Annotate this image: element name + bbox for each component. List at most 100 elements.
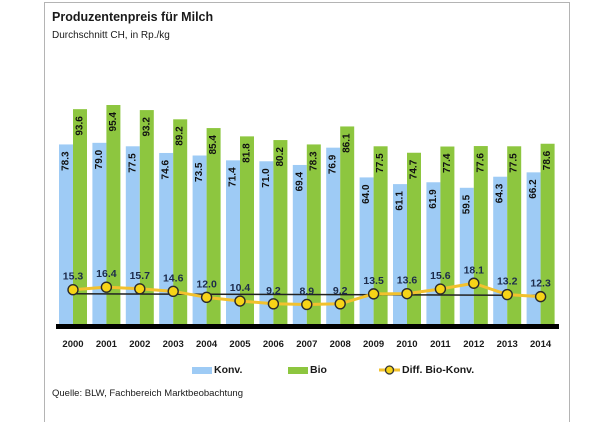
bar-label-bio: 93.2 [141,117,152,137]
bar-label-bio: 77.6 [475,153,486,173]
diff-marker [100,281,113,293]
x-tick-label: 2004 [196,339,218,350]
bar-label-konv: 78.3 [61,151,72,171]
bar-label-konv: 79.0 [94,149,105,169]
legend-item-bio: Bio [288,363,327,377]
x-tick-label: 2014 [530,339,552,350]
diff-trendline [72,293,541,297]
diff-marker [267,298,280,310]
bar-label-konv: 64.0 [361,184,372,204]
diff-label: 12.0 [196,278,217,290]
diff-label: 13.5 [363,275,384,287]
bar-bio [373,146,388,327]
bar-label-konv: 61.9 [428,189,439,209]
x-tick-label: 2003 [163,339,184,350]
diff-label: 12.3 [530,278,551,290]
bar-label-bio: 78.6 [542,150,553,170]
bar-konv [292,164,307,327]
bar-bio [106,105,121,327]
diff-label: 14.6 [163,272,184,284]
bar-bio [507,146,522,327]
bar-bio [340,126,355,327]
bar-label-konv: 64.3 [495,183,506,203]
bar-bio [440,146,455,327]
x-tick-label: 2001 [96,339,118,350]
bar-label-konv: 74.6 [161,160,172,180]
x-tick-label: 2006 [263,339,284,350]
diff-label: 13.6 [397,275,418,287]
bar-label-bio: 86.1 [342,133,353,153]
x-axis-baseline [56,324,559,329]
diff-marker [534,290,547,303]
bar-label-konv: 69.4 [294,172,305,192]
x-tick-label: 2011 [430,339,451,350]
bar-label-bio: 81.8 [242,143,253,163]
bar-bio [407,152,421,327]
bar-label-konv: 61.1 [395,191,406,211]
diff-marker [468,277,480,289]
bar-label-bio: 93.6 [75,116,86,136]
diff-marker [167,285,179,298]
x-tick-label: 2009 [363,339,384,350]
bar-konv [459,187,474,327]
bar-konv [125,146,140,327]
bar-label-bio: 74.7 [409,159,420,179]
bar-bio [240,136,254,327]
bar-bio [139,110,154,327]
diff-marker [434,283,447,295]
x-tick-label: 2008 [330,339,351,350]
x-tick-label: 2013 [497,339,518,350]
bar-bio [173,119,188,327]
legend-swatch-konv [192,366,212,374]
chart-title: Produzentenpreis für Milch [52,10,214,24]
diff-label: 15.6 [430,270,451,282]
diff-label: 15.3 [63,271,84,283]
diff-marker [334,298,346,310]
diff-label: 18.1 [464,264,485,276]
x-tick-label: 2012 [463,339,484,350]
bar-label-bio: 89.2 [175,126,186,146]
x-tick-label: 2000 [62,339,83,350]
bar-label-konv: 76.9 [328,154,339,174]
bar-bio [273,140,288,327]
bar-label-bio: 77.5 [509,153,520,173]
diff-label: 9.2 [333,285,348,297]
bar-konv [259,161,274,327]
bar-bio [306,144,321,327]
diff-label: 16.4 [96,268,117,280]
bar-label-konv: 66.2 [528,179,539,199]
x-tick-label: 2005 [229,339,251,350]
bar-label-bio: 77.5 [375,153,386,173]
legend-item-konv: Konv. [192,363,242,377]
diff-marker [401,287,413,300]
bar-label-konv: 71.0 [261,168,272,188]
diff-marker [367,288,380,300]
bar-konv [526,172,541,327]
bar-label-bio: 78.3 [308,151,319,171]
legend-line-marker-icon [379,365,400,375]
diff-label: 15.7 [130,270,151,282]
bar-konv [226,160,240,327]
legend-swatch-bio [288,366,308,374]
bar-konv [192,155,207,327]
bar-bio [540,143,555,327]
diff-label: 9.2 [266,285,281,297]
bar-label-konv: 59.5 [461,194,472,214]
x-tick-label: 2010 [396,339,417,350]
bar-konv [92,142,107,327]
legend-item-diff: Diff. Bio-Konv. [379,363,474,377]
legend-label-konv: Konv. [214,364,243,376]
chart-frame [44,2,570,422]
bar-konv [159,152,174,327]
diff-marker [134,283,146,295]
bar-bio [206,128,221,327]
x-tick-label: 2002 [129,339,150,350]
diff-marker [301,298,313,311]
bar-label-bio: 77.4 [442,153,453,173]
source-note: Quelle: BLW, Fachbereich Marktbeobachtun… [52,388,243,399]
bar-konv [59,144,73,327]
diff-marker [501,288,513,301]
legend-label-diff: Diff. Bio-Konv. [402,364,475,376]
diff-label: 8.9 [299,285,314,297]
bar-konv [326,147,341,327]
